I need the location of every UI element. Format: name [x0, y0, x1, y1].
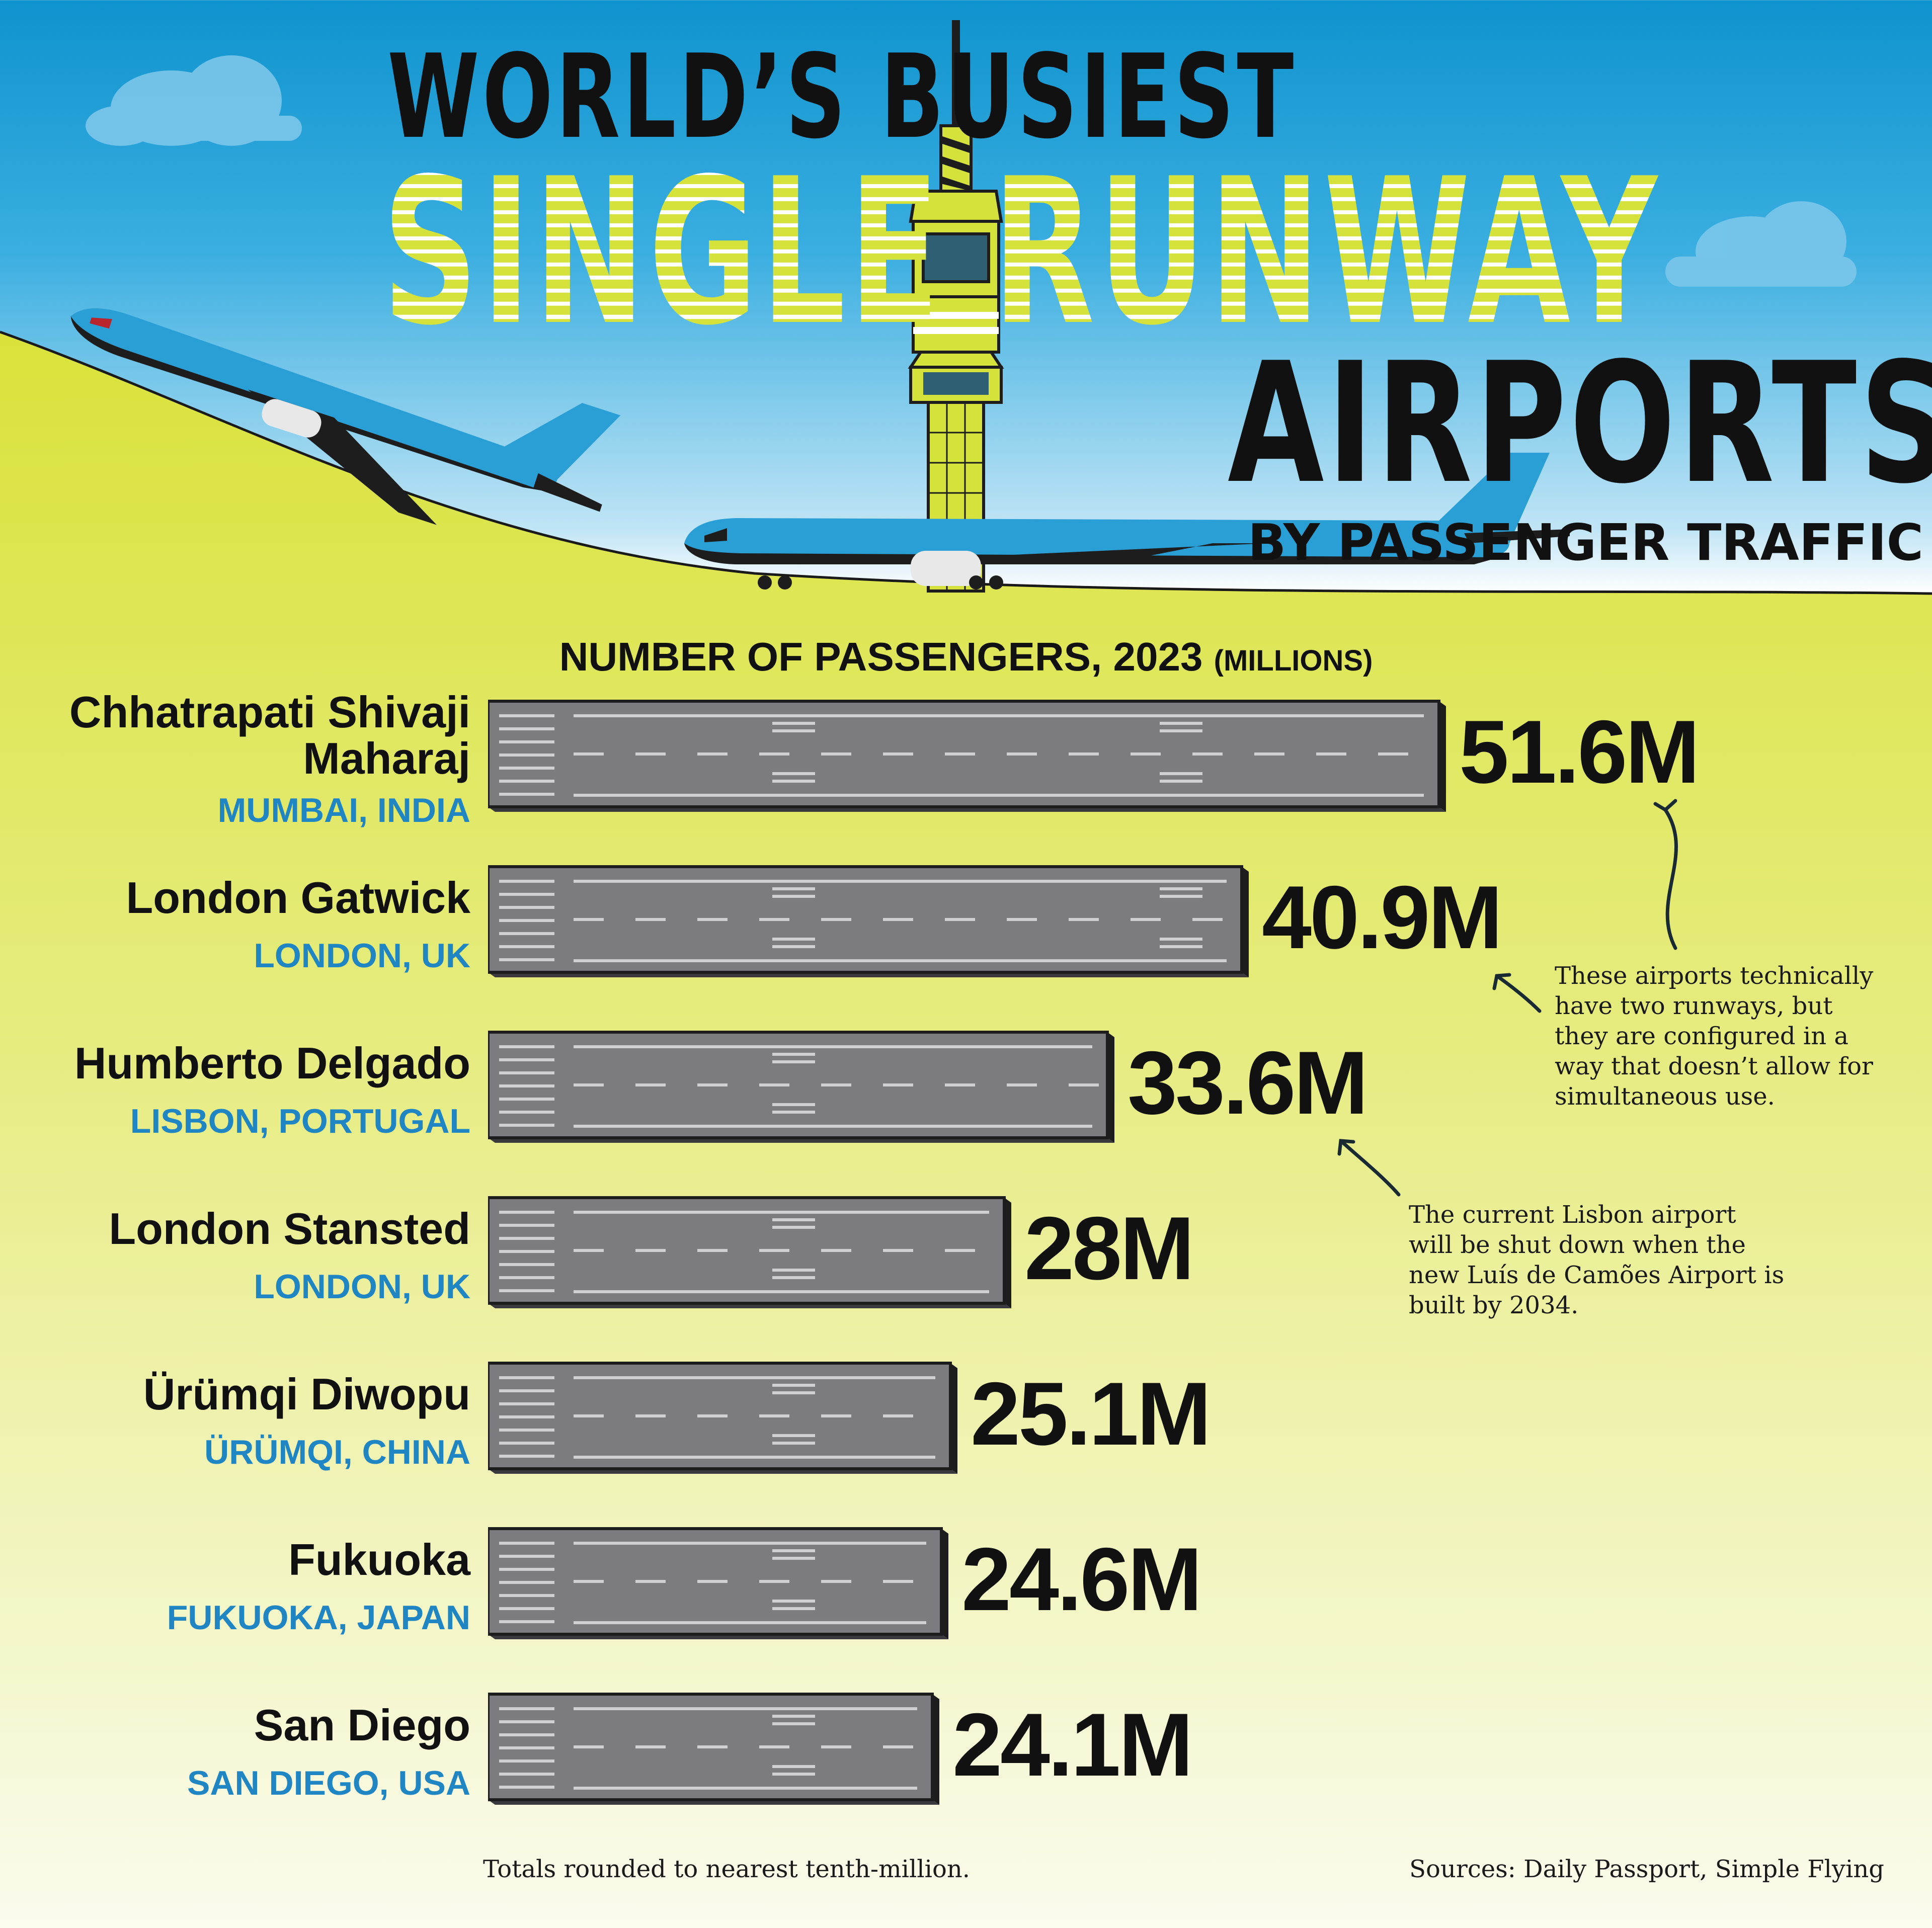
- bar-row: Chhatrapati Shivaji Maharaj MUMBAI, INDIA…: [0, 689, 1932, 830]
- bar: [488, 700, 1446, 812]
- note-lisbon: The current Lisbon airport will be shut …: [1409, 1201, 1785, 1319]
- cloud-icon: [86, 55, 302, 146]
- chart-title: NUMBER OF PASSENGERS, 2023 (MILLIONS): [0, 634, 1932, 680]
- bar: [488, 1693, 939, 1805]
- bar: [488, 1362, 957, 1474]
- airport-city: SAN DIEGO, USA: [187, 1764, 470, 1802]
- value-label: 33.6M: [1128, 1033, 1369, 1133]
- horizon-line: [0, 330, 1932, 595]
- note-two-runways: These airports technically have two runw…: [1555, 962, 1874, 1111]
- airport-name: San Diego: [254, 1700, 470, 1750]
- value-label: 24.6M: [961, 1529, 1202, 1629]
- airport-name: Chhatrapati Shivaji Maharaj: [69, 687, 470, 783]
- chart-title-main: NUMBER OF PASSENGERS, 2023: [559, 634, 1203, 679]
- airplane-icon: [70, 308, 621, 525]
- footnote-rounding: Totals rounded to nearest tenth-million.: [483, 1855, 971, 1883]
- airport-city: LONDON, UK: [254, 1268, 470, 1306]
- cloud-icon: [1665, 201, 1857, 287]
- title-line-2: SINGLE RUNWAY: [382, 136, 1661, 370]
- bar-row: London Stansted LONDON, UK 28M: [0, 1196, 1932, 1311]
- bar-row: Humberto Delgado LISBON, PORTUGAL 33.6M: [0, 1030, 1932, 1146]
- airport-city: LONDON, UK: [254, 937, 470, 975]
- bar: [488, 1527, 948, 1639]
- subtitle: BY PASSENGER TRAFFIC: [1248, 513, 1924, 572]
- airport-city: LISBON, PORTUGAL: [130, 1102, 470, 1140]
- value-label: 28M: [1024, 1198, 1194, 1298]
- bar: [488, 1196, 1011, 1308]
- airport-city: ÜRÜMQI, CHINA: [204, 1433, 470, 1471]
- value-label: 24.1M: [952, 1695, 1193, 1795]
- title-line-1: WORLD’S BUSIEST: [387, 30, 1297, 164]
- bar-row: London Gatwick LONDON, UK 40.9M: [0, 865, 1932, 980]
- bar: [488, 865, 1249, 977]
- bar-row: Fukuoka FUKUOKA, JAPAN 24.6M: [0, 1527, 1932, 1642]
- bar-row: Ürümqi Diwopu ÜRÜMQI, CHINA 25.1M: [0, 1361, 1932, 1477]
- bar-row: San Diego SAN DIEGO, USA 24.1M: [0, 1692, 1932, 1808]
- airport-name: Humberto Delgado: [74, 1038, 470, 1088]
- airport-name: London Stansted: [109, 1204, 470, 1253]
- airplane-icon: [684, 453, 1570, 590]
- airport-name: London Gatwick: [126, 873, 470, 923]
- title-line-3: AIRPORTS: [1228, 327, 1932, 520]
- value-label: 51.6M: [1459, 702, 1700, 802]
- airport-city: MUMBAI, INDIA: [217, 791, 470, 829]
- airport-city: FUKUOKA, JAPAN: [167, 1599, 470, 1637]
- footnote-sources: Sources: Daily Passport, Simple Flying: [1409, 1855, 1884, 1883]
- bar: [488, 1031, 1114, 1143]
- value-label: 25.1M: [971, 1364, 1212, 1464]
- value-label: 40.9M: [1262, 867, 1503, 967]
- chart-title-unit: (MILLIONS): [1214, 644, 1373, 677]
- airport-name: Ürümqi Diwopu: [143, 1369, 470, 1419]
- airport-name: Fukuoka: [288, 1535, 470, 1584]
